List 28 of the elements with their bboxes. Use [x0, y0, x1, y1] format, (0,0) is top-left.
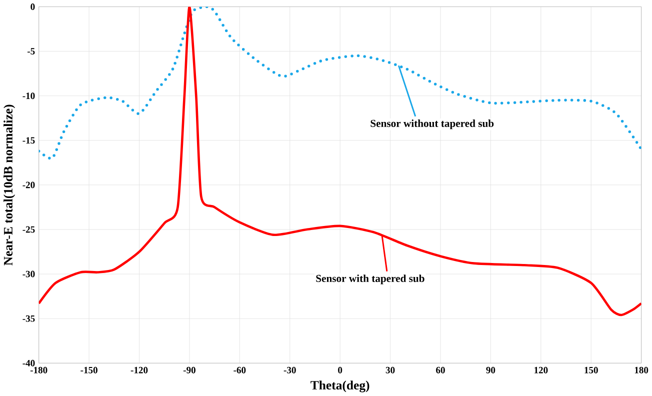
x-tick-label: -120	[130, 366, 148, 374]
x-tick-label: 30	[386, 366, 395, 374]
y-tick-label: -15	[22, 137, 35, 144]
y-tick-label: -35	[22, 315, 35, 322]
series-label: Sensor without tapered sub	[370, 120, 494, 130]
y-tick-label: -30	[22, 270, 35, 278]
x-tick-label: -60	[234, 366, 246, 374]
x-tick-label: -90	[183, 366, 196, 374]
x-tick-label: -150	[80, 366, 98, 374]
y-tick-label: -40	[22, 360, 35, 366]
x-tick-label: 120	[534, 366, 548, 374]
x-tick-label: 60	[436, 366, 445, 374]
y-tick-label: 0	[30, 4, 35, 10]
x-tick-label: 90	[486, 366, 496, 374]
line-series	[38, 6, 642, 160]
y-tick-label: -10	[22, 92, 35, 100]
y-tick-label: -20	[22, 182, 35, 188]
x-tick-label: 150	[584, 366, 598, 374]
y-tick-label: -5	[27, 48, 35, 55]
x-tick-label: -30	[284, 366, 296, 374]
x-tick-label: -180	[30, 366, 48, 374]
y-axis-title: Near-E total(10dB normalize)	[4, 104, 16, 266]
text: Sensor with tapered sub	[316, 274, 424, 284]
line-series	[38, 6, 642, 316]
x-tick-label: 180	[634, 366, 648, 374]
x-tick-label: 0	[338, 366, 342, 374]
x-axis-title: Theta(deg)	[310, 380, 370, 392]
y-tick-label: -25	[22, 226, 35, 233]
